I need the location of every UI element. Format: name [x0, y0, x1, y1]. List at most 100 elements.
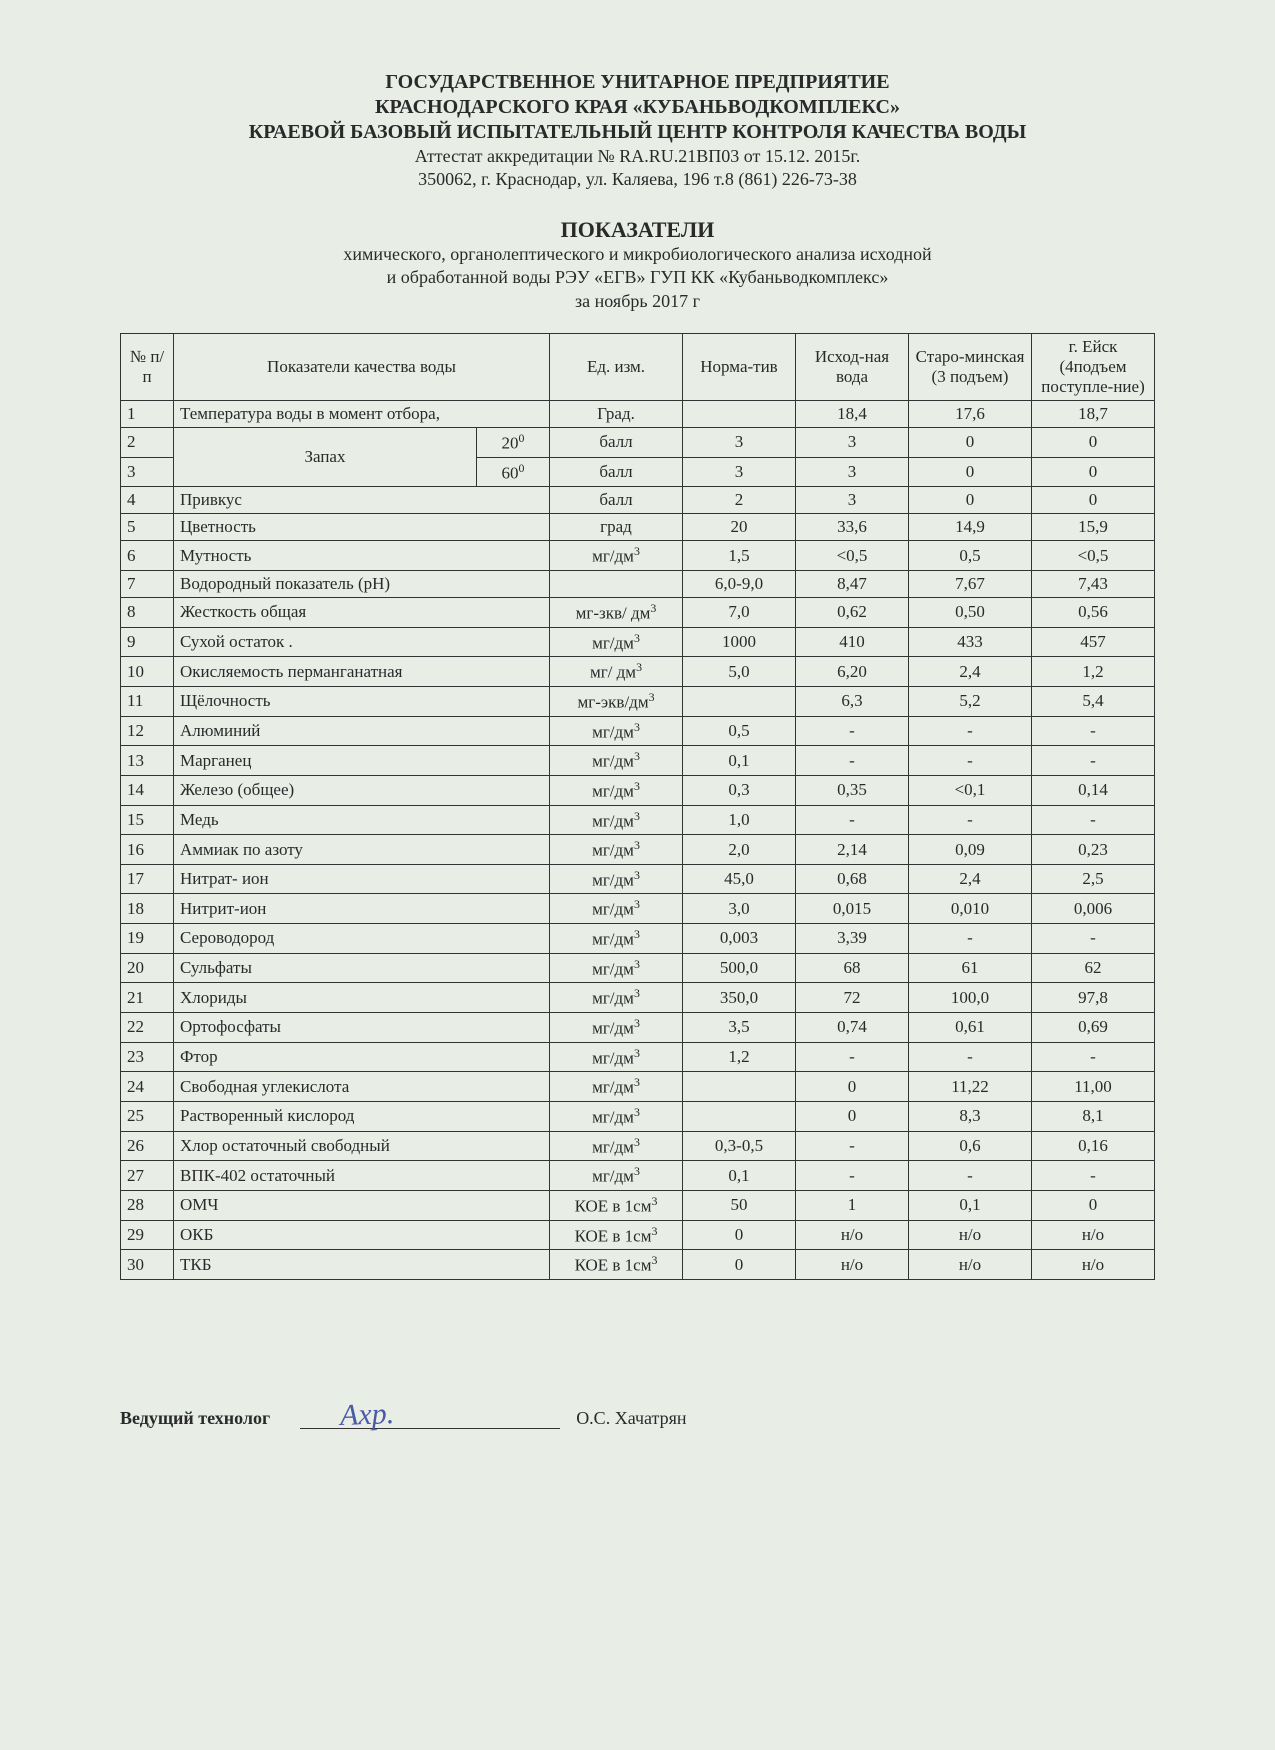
- cell-norm: 1000: [683, 627, 796, 657]
- cell-norm: [683, 1072, 796, 1102]
- cell-value: 61: [909, 953, 1032, 983]
- org-line-3: КРАЕВОЙ БАЗОВЫЙ ИСПЫТАТЕЛЬНЫЙ ЦЕНТР КОНТ…: [120, 120, 1155, 145]
- org-line-1: ГОСУДАРСТВЕННОЕ УНИТАРНОЕ ПРЕДПРИЯТИЕ: [120, 70, 1155, 95]
- cell-value: 0,010: [909, 894, 1032, 924]
- cell-unit: [550, 570, 683, 597]
- signature-line: Ахр.: [300, 1400, 560, 1429]
- cell-value: 8,3: [909, 1102, 1032, 1132]
- cell-num: 27: [121, 1161, 174, 1191]
- table-row: 14Железо (общее)мг/дм30,30,35<0,10,14: [121, 775, 1155, 805]
- cell-value: -: [909, 1161, 1032, 1191]
- cell-value: 7,67: [909, 570, 1032, 597]
- cell-param: Сероводород: [174, 924, 550, 954]
- cell-norm: 0: [683, 1250, 796, 1280]
- cell-value: 0: [909, 457, 1032, 487]
- cell-value: 97,8: [1032, 983, 1155, 1013]
- cell-norm: 1,0: [683, 805, 796, 835]
- cell-value: -: [1032, 924, 1155, 954]
- cell-value: 1,2: [1032, 657, 1155, 687]
- cell-value: -: [1032, 1042, 1155, 1072]
- cell-norm: 2,0: [683, 835, 796, 865]
- cell-param: Фтор: [174, 1042, 550, 1072]
- table-row: 12Алюминиймг/дм30,5---: [121, 716, 1155, 746]
- cell-value: <0,5: [1032, 541, 1155, 571]
- cell-unit: мг/дм3: [550, 627, 683, 657]
- table-row: 22Ортофосфатымг/дм33,50,740,610,69: [121, 1013, 1155, 1043]
- table-row: 5Цветностьград2033,614,915,9: [121, 514, 1155, 541]
- cell-norm: [683, 1102, 796, 1132]
- cell-num: 3: [121, 457, 174, 487]
- cell-unit: КОЕ в 1см3: [550, 1250, 683, 1280]
- indicators-table: № п/п Показатели качества воды Ед. изм. …: [120, 333, 1155, 1280]
- cell-value: 3: [796, 457, 909, 487]
- cell-value: 0,35: [796, 775, 909, 805]
- document-page: ГОСУДАРСТВЕННОЕ УНИТАРНОЕ ПРЕДПРИЯТИЕ КР…: [0, 0, 1275, 1469]
- cell-param: Аммиак по азоту: [174, 835, 550, 865]
- cell-value: 72: [796, 983, 909, 1013]
- cell-unit: мг/дм3: [550, 924, 683, 954]
- cell-norm: 5,0: [683, 657, 796, 687]
- cell-unit: Град.: [550, 400, 683, 427]
- cell-unit: мг/дм3: [550, 864, 683, 894]
- cell-unit: мг/дм3: [550, 1161, 683, 1191]
- table-row: 30ТКБКОЕ в 1см30н/он/он/о: [121, 1250, 1155, 1280]
- cell-value: 0,23: [1032, 835, 1155, 865]
- cell-param: Нитрат- ион: [174, 864, 550, 894]
- cell-norm: 0,3-0,5: [683, 1131, 796, 1161]
- cell-unit: мг/дм3: [550, 1013, 683, 1043]
- cell-value: 3: [796, 487, 909, 514]
- cell-unit: мг/дм3: [550, 953, 683, 983]
- cell-value: н/о: [1032, 1220, 1155, 1250]
- cell-value: н/о: [909, 1250, 1032, 1280]
- title-sub-2: и обработанной воды РЭУ «ЕГВ» ГУП КК «Ку…: [120, 266, 1155, 289]
- cell-value: 2,4: [909, 864, 1032, 894]
- th-source: Исход-ная вода: [796, 333, 909, 400]
- cell-num: 1: [121, 400, 174, 427]
- cell-num: 4: [121, 487, 174, 514]
- title-main: ПОКАЗАТЕЛИ: [120, 217, 1155, 243]
- table-header-row: № п/п Показатели качества воды Ед. изм. …: [121, 333, 1155, 400]
- cell-value: 0: [909, 427, 1032, 457]
- cell-value: -: [909, 924, 1032, 954]
- cell-value: -: [909, 805, 1032, 835]
- cell-value: н/о: [909, 1220, 1032, 1250]
- cell-value: 0,69: [1032, 1013, 1155, 1043]
- cell-param: Ортофосфаты: [174, 1013, 550, 1043]
- th-param: Показатели качества воды: [174, 333, 550, 400]
- cell-unit: балл: [550, 427, 683, 457]
- title-period: за ноябрь 2017 г: [120, 290, 1155, 313]
- cell-value: <0,1: [909, 775, 1032, 805]
- cell-value: 18,4: [796, 400, 909, 427]
- cell-num: 14: [121, 775, 174, 805]
- cell-norm: 1,5: [683, 541, 796, 571]
- cell-unit: балл: [550, 457, 683, 487]
- cell-num: 24: [121, 1072, 174, 1102]
- cell-value: 0,1: [909, 1191, 1032, 1221]
- table-row: 4Привкусбалл2300: [121, 487, 1155, 514]
- cell-value: <0,5: [796, 541, 909, 571]
- cell-param: Свободная углекислота: [174, 1072, 550, 1102]
- cell-param: Жесткость общая: [174, 597, 550, 627]
- cell-norm: 20: [683, 514, 796, 541]
- cell-value: 11,00: [1032, 1072, 1155, 1102]
- cell-unit: мг-экв/дм3: [550, 686, 683, 716]
- cell-value: 3,39: [796, 924, 909, 954]
- cell-norm: 500,0: [683, 953, 796, 983]
- cell-unit: мг/дм3: [550, 541, 683, 571]
- cell-value: -: [796, 1161, 909, 1191]
- cell-param: ВПК-402 остаточный: [174, 1161, 550, 1191]
- cell-norm: 0,1: [683, 746, 796, 776]
- signature-block: Ведущий технолог Ахр. О.С. Хачатрян: [120, 1400, 1155, 1429]
- cell-num: 20: [121, 953, 174, 983]
- table-row: 11Щёлочностьмг-экв/дм36,35,25,4: [121, 686, 1155, 716]
- cell-param: Привкус: [174, 487, 550, 514]
- cell-num: 28: [121, 1191, 174, 1221]
- title-sub-1: химического, органолептического и микроб…: [120, 243, 1155, 266]
- cell-num: 10: [121, 657, 174, 687]
- cell-value: 5,2: [909, 686, 1032, 716]
- cell-norm: 1,2: [683, 1042, 796, 1072]
- cell-value: 0,09: [909, 835, 1032, 865]
- th-num: № п/п: [121, 333, 174, 400]
- cell-value: 14,9: [909, 514, 1032, 541]
- cell-value: 6,3: [796, 686, 909, 716]
